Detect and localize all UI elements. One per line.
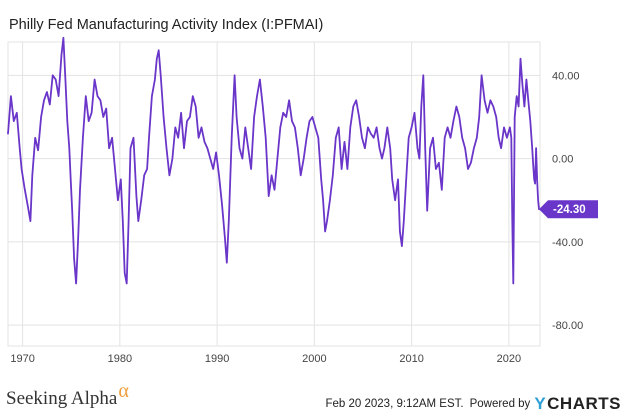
y-tick-label: -40.00 (552, 237, 583, 249)
seeking-alpha-wordmark: Seeking Alpha (6, 388, 118, 409)
last-value-callout (539, 200, 598, 219)
axis-labels: 40.00 0.00 -40.00 -80.00 1970 1980 1990 2000 201… (10, 70, 598, 365)
series-layer (7, 36, 540, 285)
alpha-icon: α (118, 380, 129, 402)
ycharts-wordmark: CHARTS (547, 394, 621, 413)
footer-attribution: Feb 20 2023, 9:12AM EST. Powered by Y CH… (325, 394, 621, 414)
powered-by-label: Powered by (469, 398, 531, 410)
timestamp: Feb 20 2023, 9:12AM EST. (325, 398, 464, 410)
grid-layer (7, 41, 541, 347)
y-tick-label: -80.00 (552, 320, 583, 332)
chart-title: Philly Fed Manufacturing Activity Index … (9, 17, 324, 33)
plot-frame (7, 41, 541, 347)
ycharts-y-icon: Y (534, 394, 547, 413)
ycharts-logo[interactable]: Y CHARTS (534, 394, 621, 414)
x-tick-label: 1990 (205, 353, 229, 365)
x-tick-label: 2000 (302, 353, 326, 365)
x-tick-label: 2020 (497, 353, 521, 365)
x-tick-label: 2010 (399, 353, 423, 365)
last-value-label: -24.30 (553, 204, 586, 216)
seeking-alpha-logo[interactable]: Seeking Alphaα (6, 380, 129, 410)
x-tick-label: 1970 (10, 353, 34, 365)
y-tick-label: 40.00 (552, 70, 580, 82)
series-line (7, 36, 540, 285)
x-tick-label: 1980 (108, 353, 132, 365)
y-tick-label: 0.00 (552, 154, 573, 166)
